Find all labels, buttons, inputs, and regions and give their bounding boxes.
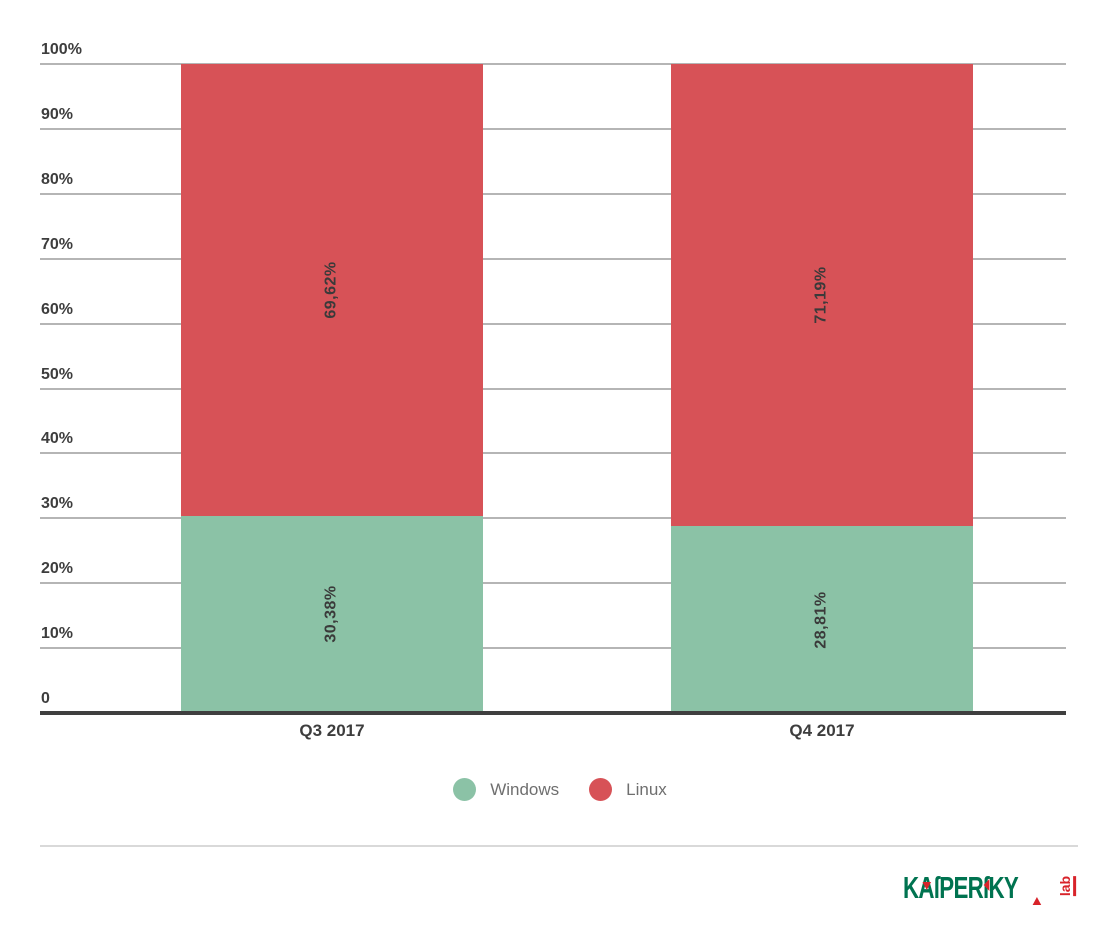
bar-q3-2017: 69,62% 30,38% [181,64,483,713]
kaspersky-wordmark: KAſPERſKY [903,869,1042,907]
y-tick-label-50: 50% [41,365,74,383]
gridline-30 [40,517,1066,520]
plot-area: 100% 90% 80% 70% 60% 50% 40% 30% 20% 10% 0 69,62% 3… [40,41,1066,740]
logo-accent-triangle-a [922,882,932,890]
legend-label: Linux [626,779,667,799]
bar-segment-label: 71,19% [812,266,830,324]
y-tick-label-80: 80% [41,170,74,188]
logo-accent-triangle-y [1032,897,1042,905]
bar-segment-linux: 71,19% [671,64,973,527]
legend-item-windows[interactable]: Windows [453,778,559,801]
gridline-50 [40,387,1066,390]
y-tick-label-70: 70% [41,235,74,253]
legend: Windows Linux [0,778,1120,801]
gridline-60 [40,322,1066,325]
gridline-10 [40,647,1066,650]
bar-segment-label: 30,38% [322,585,340,644]
gridline-40 [40,452,1066,455]
y-tick-label-90: 90% [41,105,74,123]
x-category-label: Q3 2017 [299,721,365,740]
kaspersky-logo: KAſPERſKY lab [903,866,1076,910]
y-tick-label-40: 40% [41,430,74,448]
bar-segment-label: 28,81% [812,590,830,649]
bar-segment-linux: 69,62% [181,64,483,516]
kaspersky-wordmark-text: KAſPERſKY [903,870,1019,905]
y-tick-label-100: 100% [41,41,82,58]
y-tick-label-0: 0 [41,690,50,707]
legend-dot-linux [589,778,613,801]
legend-label: Windows [490,779,560,799]
logo-accent-triangle-r [983,879,990,891]
y-tick-label-20: 20% [41,560,74,578]
bar-q4-2017: 71,19% 28,81% [671,64,973,713]
x-axis-line [40,711,1066,715]
bar-segment-label: 69,62% [322,261,340,319]
legend-dot-windows [453,778,477,801]
y-tick-label-10: 10% [41,625,74,643]
legend-item-linux[interactable]: Linux [589,778,667,801]
y-tick-label-60: 60% [41,300,74,318]
footer-divider [40,845,1078,847]
kaspersky-lab-text: lab [1057,875,1076,897]
bar-segment-windows: 30,38% [181,515,483,713]
gridline-70 [40,257,1066,260]
gridline-100 [40,63,1066,65]
y-tick-label-30: 30% [41,495,74,513]
gridline-20 [40,582,1066,585]
gridline-80 [40,192,1066,195]
gridline-90 [40,127,1066,130]
x-category-label: Q4 2017 [789,721,855,740]
bar-segment-windows: 28,81% [671,526,973,713]
